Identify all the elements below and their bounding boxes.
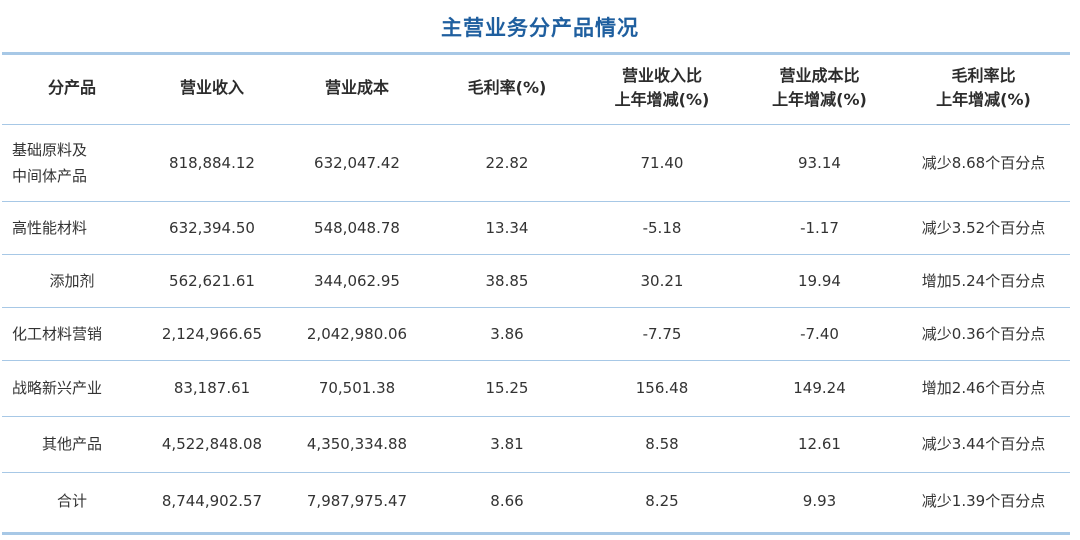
header-margin-change-line1: 毛利率比 <box>951 65 1016 85</box>
header-cost-label: 营业成本 <box>324 77 389 97</box>
cost-change-cell: -7.40 <box>800 324 839 343</box>
margin-cell: 22.82 <box>485 153 529 172</box>
cost-cell: 2,042,980.06 <box>306 324 408 343</box>
revenue-cell: 632,394.50 <box>169 218 255 237</box>
revenue-change-cell: 8.25 <box>645 491 679 510</box>
revenue-change-cell: -7.75 <box>642 324 682 343</box>
header-revenue-change-line1: 营业收入比 <box>621 65 702 85</box>
header-cost: 营业成本 <box>282 52 432 124</box>
header-revenue-change-line2: 上年增减(%) <box>614 89 710 109</box>
header-row: 分产品 营业收入 营业成本 毛利率(%) 营业收入比上年增减(%) 营业成本比上… <box>2 52 1070 124</box>
margin-cell: 38.85 <box>485 271 529 290</box>
cost-change-cell: 9.93 <box>802 491 837 510</box>
table-row: 高性能材料 632,394.50 548,048.78 13.34 -5.18 … <box>2 201 1070 254</box>
revenue-change-cell: 30.21 <box>640 271 684 290</box>
product-name: 其他产品 <box>41 435 102 453</box>
margin-change-cell: 增加5.24个百分点 <box>921 271 1046 290</box>
product-name: 战略新兴产业 <box>12 379 103 397</box>
header-product: 分产品 <box>2 52 142 124</box>
margin-cell: 3.86 <box>490 324 524 343</box>
table-row: 化工材料营销 2,124,966.65 2,042,980.06 3.86 -7… <box>2 307 1070 360</box>
revenue-cell: 83,187.61 <box>173 379 251 397</box>
table-top-rule <box>2 52 1070 55</box>
header-margin: 毛利率(%) <box>432 52 582 124</box>
margin-cell: 3.81 <box>490 435 524 453</box>
header-cost-change: 营业成本比上年增减(%) <box>742 52 897 124</box>
cost-change-cell: -1.17 <box>800 218 839 237</box>
revenue-change-cell: 71.40 <box>640 153 684 172</box>
product-segment-table-container: 分产品 营业收入 营业成本 毛利率(%) 营业收入比上年增减(%) 营业成本比上… <box>2 52 1070 529</box>
header-margin-change-line2: 上年增减(%) <box>936 89 1031 109</box>
cost-cell: 7,987,975.47 <box>306 491 408 510</box>
product-name: 合计 <box>56 491 87 510</box>
cost-cell: 70,501.38 <box>318 379 396 397</box>
product-name-line2: 中间体产品 <box>12 166 88 185</box>
product-segment-table: 分产品 营业收入 营业成本 毛利率(%) 营业收入比上年增减(%) 营业成本比上… <box>2 52 1070 529</box>
table-title: 主营业务分产品情况 <box>441 16 639 40</box>
margin-cell: 15.25 <box>485 379 529 397</box>
header-revenue-change: 营业收入比上年增减(%) <box>582 52 742 124</box>
product-name: 高性能材料 <box>12 218 88 237</box>
cost-cell: 344,062.95 <box>314 271 400 290</box>
revenue-cell: 2,124,966.65 <box>161 324 263 343</box>
product-name: 添加剂 <box>49 271 95 290</box>
revenue-cell: 562,621.61 <box>169 271 255 290</box>
header-cost-change-line1: 营业成本比 <box>779 65 860 85</box>
header-revenue: 营业收入 <box>142 52 282 124</box>
cost-change-cell: 19.94 <box>798 271 841 290</box>
margin-change-cell: 减少3.52个百分点 <box>921 218 1046 237</box>
revenue-change-cell: 8.58 <box>645 435 679 453</box>
margin-change-cell: 减少1.39个百分点 <box>921 491 1046 510</box>
cost-change-cell: 12.61 <box>798 435 841 453</box>
revenue-change-cell: -5.18 <box>642 218 682 237</box>
margin-change-cell: 增加2.46个百分点 <box>921 379 1046 397</box>
revenue-change-cell: 156.48 <box>635 379 689 397</box>
cost-cell: 632,047.42 <box>314 153 400 172</box>
revenue-cell: 8,744,902.57 <box>161 491 263 510</box>
table-row: 战略新兴产业 83,187.61 70,501.38 15.25 156.48 … <box>2 360 1070 416</box>
margin-cell: 8.66 <box>490 491 524 510</box>
cost-change-cell: 149.24 <box>793 379 846 397</box>
revenue-cell: 818,884.12 <box>169 153 255 172</box>
header-margin-label: 毛利率(%) <box>467 77 547 97</box>
cost-cell: 4,350,334.88 <box>306 435 408 453</box>
header-margin-change: 毛利率比上年增减(%) <box>897 52 1070 124</box>
cost-cell: 548,048.78 <box>314 218 400 237</box>
product-name-line1: 基础原料及 <box>12 140 88 159</box>
margin-cell: 13.34 <box>485 218 529 237</box>
header-cost-change-line2: 上年增减(%) <box>772 89 867 109</box>
margin-change-cell: 减少8.68个百分点 <box>921 153 1046 172</box>
table-row: 其他产品 4,522,848.08 4,350,334.88 3.81 8.58… <box>2 416 1070 472</box>
product-name: 基础原料及中间体产品 <box>2 124 142 201</box>
product-name: 化工材料营销 <box>12 324 103 343</box>
table-row-total: 合计 8,744,902.57 7,987,975.47 8.66 8.25 9… <box>2 472 1070 529</box>
header-product-label: 分产品 <box>47 77 96 97</box>
margin-change-cell: 减少0.36个百分点 <box>921 324 1046 343</box>
cost-change-cell: 93.14 <box>798 153 841 172</box>
table-row: 基础原料及中间体产品 818,884.12 632,047.42 22.82 7… <box>2 124 1070 201</box>
table-bottom-rule <box>2 532 1070 535</box>
table-row: 添加剂 562,621.61 344,062.95 38.85 30.21 19… <box>2 254 1070 307</box>
revenue-cell: 4,522,848.08 <box>161 435 263 453</box>
header-revenue-label: 营业收入 <box>179 77 244 97</box>
margin-change-cell: 减少3.44个百分点 <box>921 435 1046 453</box>
